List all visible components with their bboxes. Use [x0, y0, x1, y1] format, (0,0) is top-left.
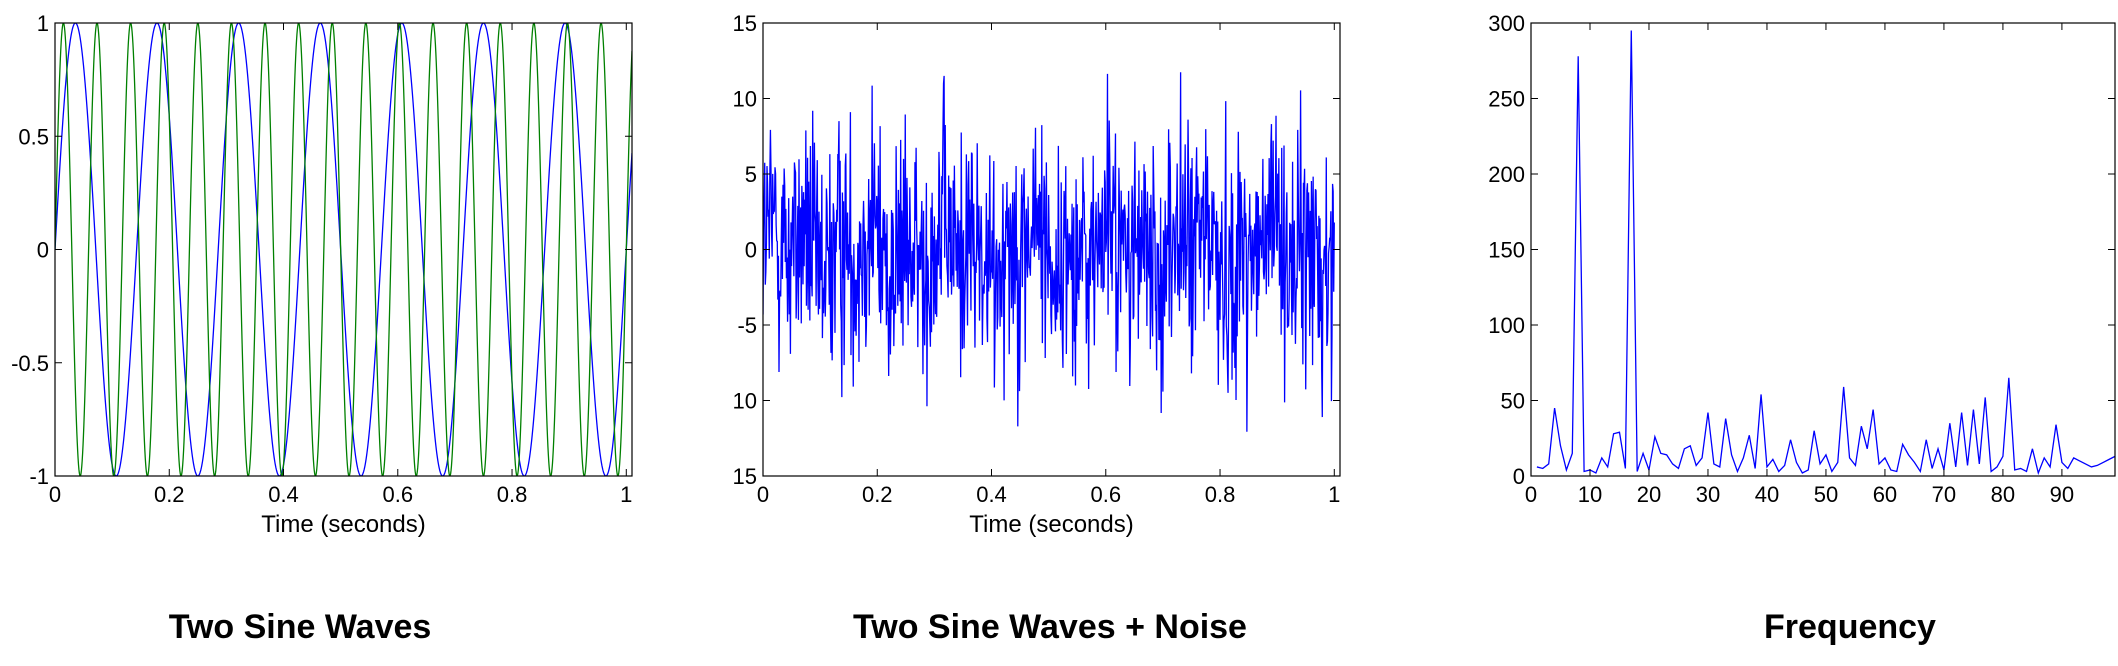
- y-tick-label: 150: [1488, 238, 1525, 263]
- y-tick-label: 0: [1513, 464, 1525, 489]
- y-tick-label: 10: [733, 87, 757, 112]
- x-tick-label: 80: [1991, 482, 2015, 507]
- x-tick-label: 0.2: [154, 482, 185, 507]
- x-axis-label: Time (seconds): [969, 511, 1133, 538]
- plot-area: [1536, 30, 2115, 476]
- x-tick-label: 1: [620, 482, 632, 507]
- y-tick-label: 15: [733, 11, 757, 36]
- y-tick-label: 200: [1488, 162, 1525, 187]
- series-line-0: [763, 72, 1335, 432]
- caption-frequency: Frequency: [1764, 608, 1936, 646]
- y-tick-label: 50: [1501, 389, 1525, 414]
- y-tick-label: 5: [745, 162, 757, 187]
- x-tick-label: 30: [1696, 482, 1720, 507]
- x-tick-label: 0.6: [382, 482, 413, 507]
- series-line-0: [1536, 30, 2115, 476]
- plot-area: [55, 23, 632, 476]
- y-tick-label: -0.5: [11, 351, 49, 376]
- plot-area: [763, 72, 1335, 432]
- x-tick-label: 0.6: [1090, 482, 1121, 507]
- plot-frame: [1530, 22, 2116, 477]
- y-tick-label: 0: [37, 238, 49, 263]
- x-axis-label: Time (seconds): [261, 511, 425, 538]
- x-tick-label: 0.4: [268, 482, 299, 507]
- x-tick-label: 0: [1525, 482, 1537, 507]
- x-tick-label: 10: [1578, 482, 1602, 507]
- panel-frequency: 0 10 20 30 40 50 60 70 80 90 0 50 100 150 200 250 300: [1440, 0, 2118, 560]
- x-tick-label: 0.4: [976, 482, 1007, 507]
- y-tick-label: -5: [737, 313, 757, 338]
- y-tick-label: 1: [37, 11, 49, 36]
- panel-two-sine-waves: 0 0.2 0.4 0.6 0.8 1 -1 -0.5 0 0.5 1 Time (seconds): [0, 0, 660, 560]
- y-tick-label: 250: [1488, 87, 1525, 112]
- x-tick-label: 0.8: [1205, 482, 1236, 507]
- caption-two-sine-waves: Two Sine Waves: [168, 608, 432, 646]
- y-tick-label: -1: [29, 464, 49, 489]
- panel-sine-waves-noise: 0 0.2 0.4 0.6 0.8 1 15 10 -5 0 5 10 15 Time (seconds): [700, 0, 1360, 560]
- chart-sine-waves-noise: 0 0.2 0.4 0.6 0.8 1 15 10 -5 0 5 10 15 Time (seconds): [733, 11, 1341, 538]
- series-line-1: [55, 23, 632, 476]
- x-tick-label: 0: [49, 482, 61, 507]
- x-tick-label: 0.8: [497, 482, 528, 507]
- x-tick-label: 20: [1637, 482, 1661, 507]
- y-tick-label: 10: [733, 389, 757, 414]
- x-tick-label: 90: [2050, 482, 2074, 507]
- x-tick-label: 1: [1328, 482, 1340, 507]
- plot-frame: [54, 22, 633, 477]
- y-tick-label: 300: [1488, 11, 1525, 36]
- y-tick-label: 15: [733, 464, 757, 489]
- y-tick-label: 0.5: [18, 124, 49, 149]
- x-tick-label: 50: [1814, 482, 1838, 507]
- x-tick-label: 70: [1932, 482, 1956, 507]
- y-tick-label: 0: [745, 238, 757, 263]
- y-tick-label: 100: [1488, 313, 1525, 338]
- chart-two-sine-waves: 0 0.2 0.4 0.6 0.8 1 -1 -0.5 0 0.5 1 Time (seconds): [11, 11, 633, 538]
- x-tick-label: 40: [1755, 482, 1779, 507]
- x-tick-label: 0.2: [862, 482, 893, 507]
- x-tick-label: 0: [757, 482, 769, 507]
- chart-frequency: 0 10 20 30 40 50 60 70 80 90 0 50 100 150 200 250 300: [1488, 11, 2116, 507]
- x-tick-label: 60: [1873, 482, 1897, 507]
- series-line-0: [55, 23, 632, 476]
- caption-sine-waves-noise: Two Sine Waves + Noise: [853, 608, 1247, 646]
